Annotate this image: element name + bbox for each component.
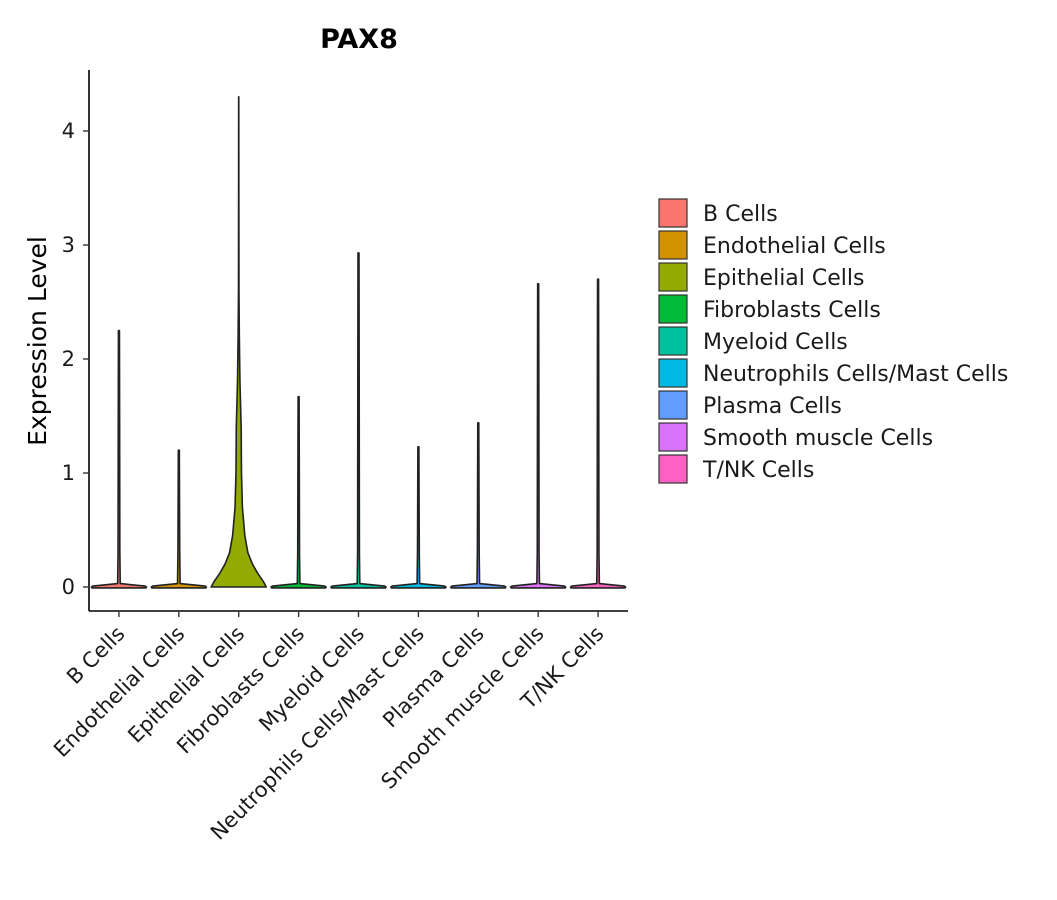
legend-swatch-myeloid-cells: [658, 326, 688, 356]
legend-swatch-epithelial-cells: [658, 262, 688, 292]
legend: B Cells Endothelial Cells Epithelial Cells…: [658, 198, 1008, 484]
violin-b-cells: [90, 329, 148, 589]
y-tick-label: 4: [62, 119, 75, 143]
legend-label-epithelial-cells: Epithelial Cells: [703, 266, 864, 291]
legend-swatch-endothelial-cells: [658, 230, 688, 260]
legend-swatch-b-cells: [658, 198, 688, 228]
legend-label-neutrophils-cells-mast-cells: Neutrophils Cells/Mast Cells: [703, 362, 1008, 387]
violin-endothelial-cells: [150, 449, 208, 589]
violin-plasma-cells: [449, 422, 507, 589]
y-tick-label: 2: [62, 347, 75, 371]
chart-title: PAX8: [320, 24, 398, 55]
y-tick-label: 1: [62, 461, 75, 485]
y-tick-label: 0: [62, 575, 75, 599]
legend-label-b-cells: B Cells: [703, 202, 778, 227]
violin-t-nk-cells: [569, 278, 627, 589]
legend-label-fibroblasts-cells: Fibroblasts Cells: [703, 298, 881, 323]
legend-swatch-t-nk-cells: [658, 454, 688, 484]
legend-swatch-neutrophils-cells-mast-cells: [658, 358, 688, 388]
legend-label-t-nk-cells: T/NK Cells: [702, 458, 814, 483]
violin-myeloid-cells: [330, 252, 387, 589]
x-tick-label-myeloid-cells: Myeloid Cells: [254, 622, 369, 737]
violin-epithelial-cells: [210, 96, 268, 588]
y-axis-label: Expression Level: [23, 236, 52, 446]
legend-label-myeloid-cells: Myeloid Cells: [703, 330, 848, 355]
violin-neutrophils-cells-mast-cells: [390, 445, 447, 589]
violin-smooth-muscle-cells: [509, 282, 567, 589]
legend-label-smooth-muscle-cells: Smooth muscle Cells: [703, 426, 933, 451]
legend-swatch-smooth-muscle-cells: [658, 422, 688, 452]
violin-layer: [90, 96, 627, 589]
violin-fibroblasts-cells: [270, 395, 327, 589]
legend-swatch-fibroblasts-cells: [658, 294, 688, 324]
y-tick-label: 3: [62, 233, 75, 257]
y-axis-label-group: Expression Level: [23, 236, 52, 446]
legend-label-endothelial-cells: Endothelial Cells: [703, 234, 886, 259]
legend-swatch-plasma-cells: [658, 390, 688, 420]
legend-label-plasma-cells: Plasma Cells: [703, 394, 842, 419]
